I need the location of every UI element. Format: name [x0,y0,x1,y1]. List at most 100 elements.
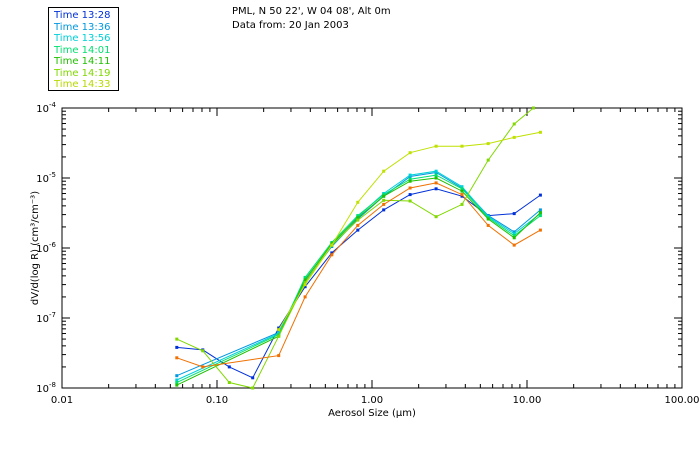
data-point [408,193,412,197]
data-point [356,223,360,227]
data-point [277,334,281,338]
y-tick-label: 10-8 [36,381,56,395]
legend-entry-1411: Time 14:11 [54,56,111,67]
plot-frame [61,107,683,389]
x-tick-label: 0.10 [206,395,228,406]
y-axis-label: dV/d(log R) (cm³/cm⁻³) [30,191,41,305]
data-point [356,228,360,232]
data-point [512,135,516,139]
series-3 [175,173,542,384]
data-point [227,381,231,384]
x-tick-label: 0.01 [51,395,73,406]
data-point [382,202,386,206]
data-point [486,217,490,221]
legend-entry-1401: Time 14:01 [54,44,111,56]
data-point [303,278,307,282]
data-point [303,285,307,289]
chart-subtitle: Data from: 20 Jan 2003 [232,20,349,31]
series-layer [175,106,542,390]
data-point [175,383,179,387]
legend-entry-1336: Time 13:36 [54,21,111,33]
data-point [277,328,281,332]
y-tick-label: 10-6 [36,241,56,255]
data-point [201,349,205,353]
series-7 [175,181,542,369]
data-point [512,230,516,234]
series-6 [277,130,542,332]
data-point [251,376,255,380]
y-tick-label: 10-5 [36,171,56,185]
data-point [512,234,516,238]
data-point [356,214,360,218]
x-tick-label: 10.00 [513,395,542,406]
data-point [330,251,334,255]
data-point [538,214,542,218]
data-point [434,181,438,185]
y-tick-label: 10-4 [36,101,56,115]
data-point [460,194,464,198]
data-point [175,378,179,382]
data-point [382,198,386,202]
legend-entry-1433: Time 14:33 [54,79,111,90]
data-point [486,158,490,162]
legend-entry-1419: Time 14:19 [54,67,111,79]
data-point [486,223,490,227]
data-point [175,345,179,349]
data-point [303,281,307,285]
data-point [512,243,516,247]
data-point [512,122,516,126]
series-line [176,182,541,368]
data-point [434,187,438,191]
data-point [408,186,412,190]
chart-title: PML, N 50 22', W 04 08', Alt 0m [232,6,391,17]
data-point [538,130,542,134]
legend: Time 13:28 Time 13:36 Time 13:56 Time 14… [48,7,119,91]
y-tick-label: 10-7 [36,311,56,325]
data-point [460,189,464,193]
data-point [434,173,438,177]
data-point [382,194,386,198]
data-point [460,144,464,148]
chart-header: PML, N 50 22', W 04 08', Alt 0m Data fro… [232,5,391,33]
series-5 [175,106,535,390]
data-point [277,354,281,358]
data-point [227,365,231,369]
data-point [460,193,464,197]
data-point [434,144,438,148]
data-point [460,185,464,189]
data-point [538,228,542,232]
data-point [408,179,412,183]
data-point [356,200,360,204]
data-point [356,218,360,222]
data-point [434,169,438,173]
legend-entry-1328: Time 13:28 [54,10,111,21]
data-point [330,243,334,247]
y-axis: 10-8 10-7 10-6 10-5 10-4 [36,101,682,395]
data-point [460,202,464,206]
data-point [356,216,360,220]
data-point [408,177,412,181]
data-point [175,381,179,384]
data-point [382,169,386,173]
data-point [512,232,516,236]
data-point [251,386,255,390]
data-point [408,151,412,155]
data-point [382,208,386,212]
data-point [434,176,438,180]
data-point [382,193,386,197]
data-point [538,211,542,215]
data-point [512,236,516,240]
data-point [330,253,334,257]
x-tick-label: 100.00 [665,395,700,406]
data-point [201,365,205,369]
data-point [512,212,516,216]
series-line [176,107,534,389]
data-point [277,333,281,337]
data-point [303,275,307,279]
series-line [278,131,541,330]
data-point [434,215,438,219]
data-point [277,326,281,330]
data-point [486,142,490,146]
data-point [538,208,542,212]
